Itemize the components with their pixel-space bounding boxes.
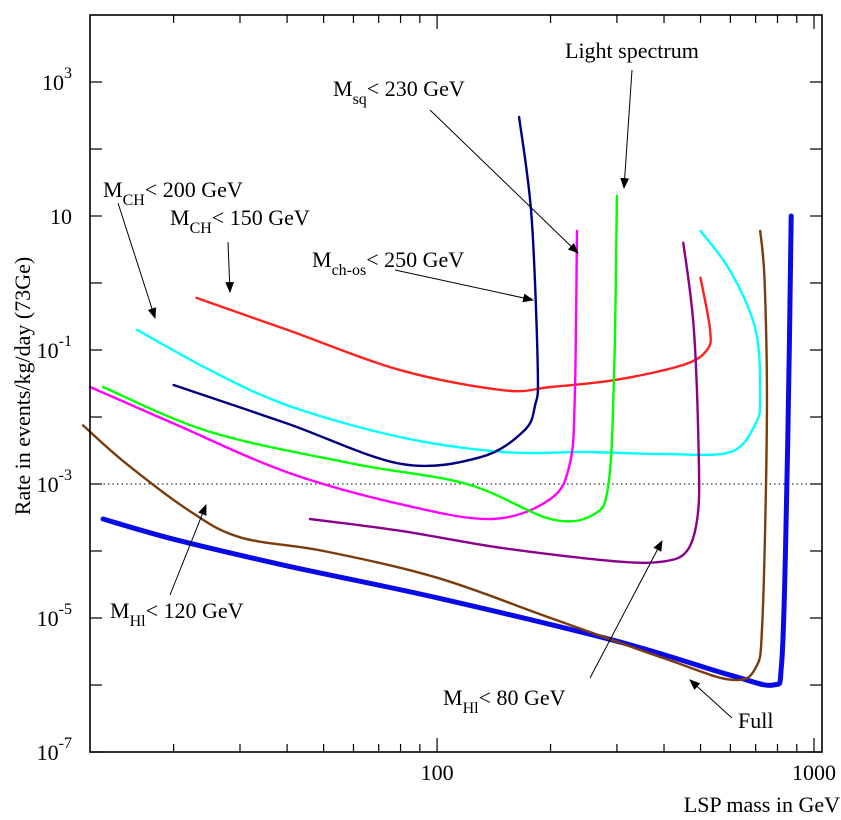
annotation-arrow-mhl120 [169, 503, 207, 596]
annotation-mchos: Mch-os< 250 GeV [312, 247, 464, 279]
annotation-arrow-mchos [394, 269, 535, 303]
series-line-2 [81, 229, 769, 682]
x-tick-label: 1000 [792, 760, 836, 785]
series-line-3 [195, 276, 712, 393]
y-tick-label: 10-1 [37, 333, 72, 363]
y-tick-label: 10 [50, 204, 72, 229]
annotation-arrow-mch200 [117, 202, 157, 320]
annotation-arrow-light [620, 69, 633, 190]
annotation-mhl120: MHl< 120 GeV [110, 598, 244, 630]
series-line-5 [172, 115, 540, 468]
series-line-8 [308, 241, 701, 565]
series-line-7 [101, 194, 619, 523]
tick-labels-layer: 10-7 10-5 10-3 10-1 10 103 100 1000 [37, 65, 836, 785]
annotation-arrow-mhl80 [589, 540, 663, 679]
annotation-full: Full [738, 708, 773, 733]
annotation-arrow-full [689, 679, 733, 719]
annotation-arrow-mch150 [225, 241, 235, 294]
x-tick-label: 100 [421, 760, 454, 785]
y-tick-label: 10-7 [37, 735, 72, 765]
annotation-msq: Msq< 230 GeV [333, 76, 465, 108]
ticks-layer [90, 15, 822, 753]
annotation-arrow-msq [429, 109, 579, 254]
curves-layer [81, 115, 794, 688]
y-tick-label: 103 [42, 65, 72, 95]
x-axis-label: LSP mass in GeV [684, 792, 840, 817]
series-line-4 [135, 229, 762, 457]
annotation-mch150: MCH< 150 GeV [170, 205, 310, 237]
plot-frame [89, 14, 823, 753]
series-line-6 [88, 229, 579, 521]
series-line-1 [100, 213, 794, 688]
y-tick-label: 10-5 [37, 601, 72, 631]
annotation-light: Light spectrum [565, 38, 699, 63]
annotation-mhl80: MHl< 80 GeV [443, 685, 566, 717]
y-axis-label: Rate in events/kg/day (73Ge) [10, 257, 35, 515]
annotation-mch200: MCH< 200 GeV [103, 177, 243, 209]
y-tick-label: 10-3 [37, 467, 72, 497]
